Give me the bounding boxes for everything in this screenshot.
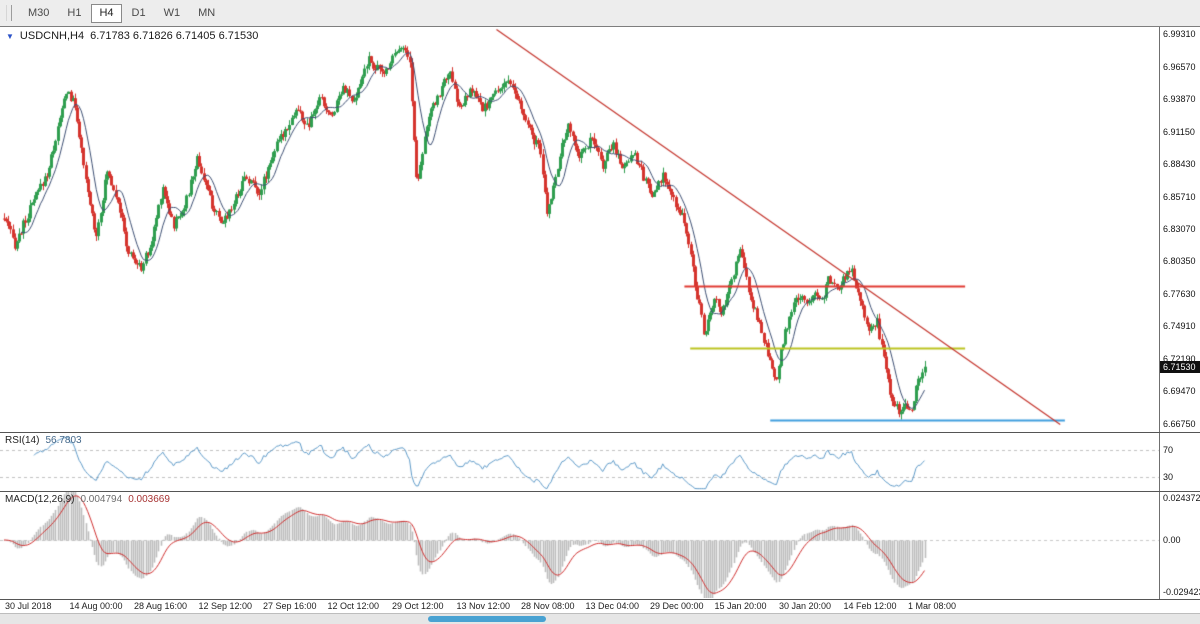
price-axis-label: 6.80350: [1163, 256, 1196, 267]
rsi-axis[interactable]: 70 30: [1159, 433, 1200, 491]
price-chart-canvas[interactable]: [0, 27, 1160, 431]
timeframe-toolbar: M30 H1 H4 D1 W1 MN: [0, 0, 1200, 27]
time-axis-label: 28 Nov 08:00: [521, 601, 575, 611]
scrollbar-thumb[interactable]: [428, 616, 546, 622]
price-axis-label: 6.91150: [1163, 126, 1195, 137]
macd-axis-label: 0.024372: [1163, 493, 1200, 503]
macd-label: MACD(12,26,9) 0.004794 0.003669: [5, 494, 170, 505]
rsi-name: RSI(14): [5, 435, 40, 446]
current-price-badge: 6.71530: [1160, 360, 1200, 373]
timeframe-button-w1[interactable]: W1: [156, 4, 189, 23]
macd-axis[interactable]: 0.024372 0.00 -0.029423: [1159, 492, 1200, 599]
time-axis-label: 30 Jan 20:00: [779, 601, 832, 611]
time-axis-label: 29 Dec 00:00: [650, 601, 704, 611]
macd-axis-label: -0.029423: [1163, 587, 1200, 597]
time-axis-label: 1 Mar 08:00: [908, 601, 957, 611]
rsi-axis-label: 70: [1163, 444, 1174, 455]
time-axis-label: 15 Jan 20:00: [714, 601, 767, 611]
price-axis[interactable]: 6.71530 6.99310 6.96570 6.93870 6.91150 6.88…: [1159, 27, 1200, 432]
time-axis-label: 28 Aug 16:00: [134, 601, 188, 611]
macd-name: MACD(12,26,9): [5, 494, 75, 505]
rsi-label: RSI(14) 56.7803: [5, 435, 82, 446]
macd-value-signal: 0.003669: [128, 494, 170, 505]
time-axis-label: 27 Sep 16:00: [263, 601, 317, 611]
price-axis-label: 6.96570: [1163, 61, 1196, 72]
time-axis-label: 29 Oct 12:00: [392, 601, 444, 611]
time-axis-label: 12 Oct 12:00: [327, 601, 380, 611]
timeframe-button-d1[interactable]: D1: [124, 4, 154, 23]
time-axis-label: 13 Dec 04:00: [585, 601, 640, 611]
price-chart-pane: ▼ USDCNH,H4 6.71783 6.71826 6.71405 6.71…: [0, 27, 1200, 433]
price-axis-label: 6.99310: [1163, 29, 1196, 40]
time-axis[interactable]: 30 Jul 2018 14 Aug 00:00 28 Aug 16:00 12 Se…: [0, 600, 1200, 613]
price-axis-label: 6.74910: [1163, 321, 1196, 332]
price-axis-label: 6.72190: [1163, 353, 1196, 364]
symbol-marker-icon: ▼: [6, 31, 14, 41]
macd-pane: MACD(12,26,9) 0.004794 0.003669 0.024372…: [0, 492, 1200, 600]
rsi-canvas[interactable]: [0, 433, 1160, 490]
time-axis-label: 14 Aug 00:00: [69, 601, 123, 611]
toolbar-grip[interactable]: [6, 5, 12, 21]
rsi-pane: RSI(14) 56.7803 70 30: [0, 433, 1200, 492]
price-axis-label: 6.69470: [1163, 386, 1196, 397]
macd-canvas[interactable]: [0, 492, 1160, 598]
symbol-label: USDCNH,H4: [19, 30, 85, 42]
chart-legend: ▼ USDCNH,H4 6.71783 6.71826 6.71405 6.71…: [6, 30, 258, 42]
macd-value-main: 0.004794: [80, 494, 123, 505]
price-axis-label: 6.93870: [1163, 94, 1196, 105]
time-axis-label: 30 Jul 2018: [5, 601, 52, 611]
ohlc-values: 6.71783 6.71826 6.71405 6.71530: [90, 30, 259, 42]
time-axis-label: 12 Sep 12:00: [198, 601, 253, 611]
timeframe-button-m30[interactable]: M30: [20, 4, 57, 23]
timeframe-button-mn[interactable]: MN: [190, 4, 223, 23]
time-axis-label: 13 Nov 12:00: [456, 601, 511, 611]
price-axis-label: 6.83070: [1163, 223, 1196, 234]
price-axis-label: 6.88430: [1163, 159, 1196, 170]
timeframe-button-h1[interactable]: H1: [59, 4, 89, 23]
time-axis-label: 14 Feb 12:00: [843, 601, 897, 611]
price-axis-label: 6.66750: [1163, 418, 1196, 429]
rsi-value: 56.7803: [45, 435, 82, 446]
macd-axis-label: 0.00: [1163, 534, 1181, 545]
rsi-axis-label: 30: [1163, 471, 1174, 482]
price-axis-label: 6.77630: [1163, 288, 1196, 299]
price-axis-label: 6.85710: [1163, 191, 1196, 202]
timeframe-button-h4[interactable]: H4: [91, 3, 122, 23]
